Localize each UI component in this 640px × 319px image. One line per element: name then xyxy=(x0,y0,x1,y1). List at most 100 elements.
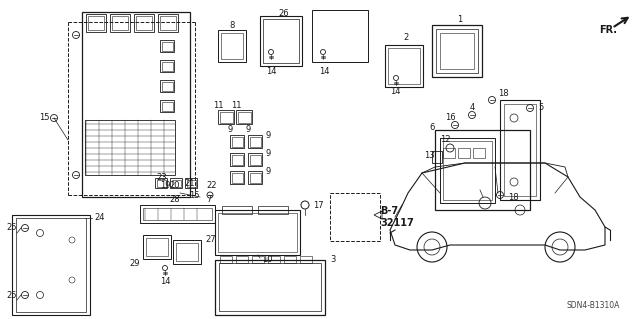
Text: 18: 18 xyxy=(498,88,509,98)
Bar xyxy=(172,180,180,187)
Bar xyxy=(146,238,168,256)
Bar xyxy=(432,25,482,77)
Text: 9: 9 xyxy=(265,149,270,158)
Bar xyxy=(248,171,262,184)
Text: 9: 9 xyxy=(265,167,270,175)
Bar xyxy=(473,148,485,158)
Bar xyxy=(218,110,234,124)
Bar xyxy=(185,178,197,188)
Bar xyxy=(432,151,442,163)
Bar xyxy=(220,112,232,122)
Bar xyxy=(86,14,106,32)
Text: 19: 19 xyxy=(160,182,170,190)
Text: 9: 9 xyxy=(227,125,232,135)
Text: 4: 4 xyxy=(469,103,475,113)
Text: FR.: FR. xyxy=(599,25,617,35)
Bar xyxy=(230,171,244,184)
Bar xyxy=(143,208,212,220)
Text: 14: 14 xyxy=(319,68,329,77)
Bar xyxy=(250,154,260,165)
Bar xyxy=(504,104,536,196)
Bar xyxy=(330,193,380,241)
Bar xyxy=(170,178,182,188)
Bar xyxy=(143,235,171,259)
Text: 14: 14 xyxy=(160,278,170,286)
Text: SDN4-B1310A: SDN4-B1310A xyxy=(566,301,620,310)
Text: 11: 11 xyxy=(231,101,241,110)
Bar xyxy=(16,218,86,312)
Text: 2: 2 xyxy=(403,33,408,42)
Bar xyxy=(284,256,296,263)
Bar xyxy=(218,213,297,252)
Text: 29: 29 xyxy=(129,258,140,268)
Text: 24: 24 xyxy=(95,213,105,222)
Bar xyxy=(220,256,232,263)
Bar xyxy=(458,148,470,158)
Text: 17: 17 xyxy=(313,201,324,210)
Text: 28: 28 xyxy=(170,196,180,204)
Bar xyxy=(160,60,174,72)
Text: 18: 18 xyxy=(508,194,518,203)
Bar xyxy=(112,16,128,30)
Bar xyxy=(160,16,176,30)
Text: 23: 23 xyxy=(157,174,167,182)
Bar xyxy=(258,206,288,214)
Text: 12: 12 xyxy=(440,136,451,145)
Bar xyxy=(158,14,178,32)
Bar xyxy=(161,81,173,91)
Bar xyxy=(161,41,173,50)
Text: 7: 7 xyxy=(206,196,211,204)
Bar xyxy=(176,243,198,261)
Bar xyxy=(134,14,154,32)
Bar xyxy=(232,154,243,165)
Bar xyxy=(440,138,495,203)
Bar xyxy=(300,256,312,263)
Bar xyxy=(312,10,368,62)
Bar xyxy=(136,16,152,30)
Text: 14: 14 xyxy=(266,68,276,77)
Bar xyxy=(440,33,474,69)
Bar xyxy=(230,153,244,166)
Text: 25: 25 xyxy=(6,291,17,300)
Bar xyxy=(215,260,325,315)
Text: 14: 14 xyxy=(390,87,400,97)
Text: 5: 5 xyxy=(538,103,543,113)
Bar xyxy=(232,137,243,146)
Text: 8: 8 xyxy=(229,21,235,31)
Bar xyxy=(219,263,321,311)
Bar xyxy=(443,141,492,200)
Text: 22: 22 xyxy=(206,182,216,190)
Bar xyxy=(215,210,300,255)
Bar xyxy=(173,240,201,264)
Text: 21: 21 xyxy=(185,179,195,188)
Bar xyxy=(160,80,174,92)
Text: 15: 15 xyxy=(189,190,200,199)
Text: 15: 15 xyxy=(39,114,49,122)
Bar xyxy=(252,256,264,263)
Bar xyxy=(110,14,130,32)
Text: 13: 13 xyxy=(424,151,435,160)
Text: 26: 26 xyxy=(278,9,289,18)
Text: 10: 10 xyxy=(262,256,273,264)
Bar xyxy=(155,178,167,188)
Bar xyxy=(443,148,455,158)
Bar xyxy=(236,256,248,263)
Bar xyxy=(221,33,243,59)
Bar xyxy=(222,206,252,214)
Bar xyxy=(230,135,244,148)
Bar xyxy=(500,100,540,200)
Bar xyxy=(263,19,299,63)
Text: 1: 1 xyxy=(458,16,463,25)
Text: 6: 6 xyxy=(429,123,435,132)
Text: 9: 9 xyxy=(265,130,270,139)
Text: 20: 20 xyxy=(170,182,180,190)
Bar xyxy=(232,173,243,182)
Bar xyxy=(250,173,260,182)
Text: 25: 25 xyxy=(6,224,17,233)
Bar xyxy=(268,256,280,263)
Bar xyxy=(85,120,175,175)
Text: 9: 9 xyxy=(245,125,251,135)
Bar xyxy=(248,135,262,148)
Bar xyxy=(140,205,215,223)
Bar xyxy=(250,137,260,146)
